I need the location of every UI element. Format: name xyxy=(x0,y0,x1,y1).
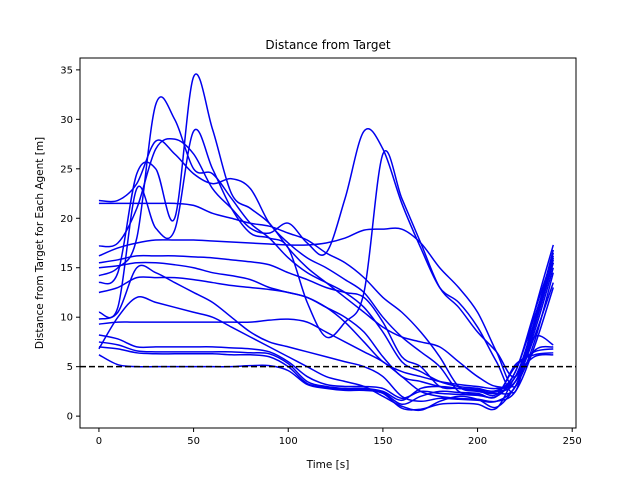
y-tick-label: 0 xyxy=(67,412,73,423)
y-axis-label: Distance from Target for Each Agent [m] xyxy=(34,137,46,349)
series-line-3 xyxy=(98,128,555,394)
series-line-17 xyxy=(98,296,554,412)
series-line-15 xyxy=(98,346,554,406)
series-line-9 xyxy=(98,276,554,390)
y-tick-label: 15 xyxy=(60,263,73,274)
y-tick-label: 25 xyxy=(60,164,73,175)
x-tick-label: 250 xyxy=(563,436,582,447)
y-tick-label: 10 xyxy=(60,313,73,324)
x-tick-label: 50 xyxy=(187,436,200,447)
y-tick-label: 5 xyxy=(67,362,73,373)
x-tick-label: 200 xyxy=(468,436,487,447)
x-axis-ticks: 0 50 100 150 200 250 xyxy=(96,428,582,447)
series-layer xyxy=(98,73,555,412)
plot-frame xyxy=(79,57,577,429)
chart-title: Distance from Target xyxy=(265,38,390,52)
series-line-14 xyxy=(98,341,554,402)
y-tick-label: 20 xyxy=(60,214,73,225)
x-axis-label: Time [s] xyxy=(306,459,350,471)
y-axis-ticks: 0 5 10 15 20 25 30 35 xyxy=(60,65,80,423)
series-line-8 xyxy=(98,73,554,389)
y-tick-label: 30 xyxy=(60,115,73,126)
x-tick-label: 0 xyxy=(96,436,102,447)
series-line-4 xyxy=(98,227,555,388)
x-tick-label: 150 xyxy=(373,436,392,447)
series-line-13 xyxy=(98,334,554,400)
series-line-11 xyxy=(98,264,555,403)
x-tick-label: 100 xyxy=(279,436,298,447)
y-tick-label: 35 xyxy=(60,65,73,76)
series-line-1 xyxy=(98,139,554,399)
series-line-10 xyxy=(98,128,555,378)
